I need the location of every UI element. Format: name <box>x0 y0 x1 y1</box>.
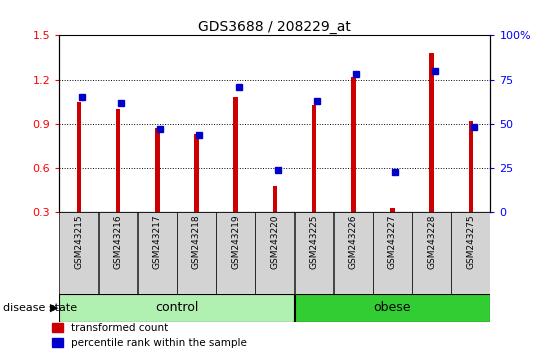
Title: GDS3688 / 208229_at: GDS3688 / 208229_at <box>198 21 351 34</box>
Text: control: control <box>155 302 198 314</box>
Bar <box>430 53 434 212</box>
Bar <box>468 121 473 212</box>
Text: GSM243218: GSM243218 <box>192 215 201 269</box>
Text: GSM243225: GSM243225 <box>309 215 319 269</box>
FancyBboxPatch shape <box>295 212 334 294</box>
FancyBboxPatch shape <box>334 212 372 294</box>
FancyBboxPatch shape <box>216 212 255 294</box>
FancyBboxPatch shape <box>59 294 294 322</box>
Text: GSM243275: GSM243275 <box>466 215 475 269</box>
Bar <box>77 102 81 212</box>
Text: GSM243227: GSM243227 <box>388 215 397 269</box>
Bar <box>233 97 238 212</box>
Bar <box>390 208 395 212</box>
Text: obese: obese <box>374 302 411 314</box>
Text: ▶: ▶ <box>50 303 59 313</box>
FancyBboxPatch shape <box>452 212 490 294</box>
FancyBboxPatch shape <box>177 212 216 294</box>
Text: GSM243228: GSM243228 <box>427 215 436 269</box>
Legend: transformed count, percentile rank within the sample: transformed count, percentile rank withi… <box>49 319 251 352</box>
Text: GSM243220: GSM243220 <box>271 215 279 269</box>
Bar <box>351 77 356 212</box>
Bar <box>194 134 199 212</box>
Text: GSM243216: GSM243216 <box>114 215 122 269</box>
Bar <box>116 109 120 212</box>
FancyBboxPatch shape <box>99 212 137 294</box>
Text: GSM243226: GSM243226 <box>349 215 358 269</box>
Bar <box>312 105 316 212</box>
Bar <box>155 128 160 212</box>
FancyBboxPatch shape <box>412 212 451 294</box>
Text: GSM243219: GSM243219 <box>231 215 240 269</box>
Text: GSM243217: GSM243217 <box>153 215 162 269</box>
Bar <box>273 186 277 212</box>
FancyBboxPatch shape <box>138 212 177 294</box>
FancyBboxPatch shape <box>59 212 98 294</box>
Text: disease state: disease state <box>3 303 77 313</box>
FancyBboxPatch shape <box>373 212 412 294</box>
FancyBboxPatch shape <box>255 212 294 294</box>
Text: GSM243215: GSM243215 <box>74 215 84 269</box>
FancyBboxPatch shape <box>295 294 490 322</box>
